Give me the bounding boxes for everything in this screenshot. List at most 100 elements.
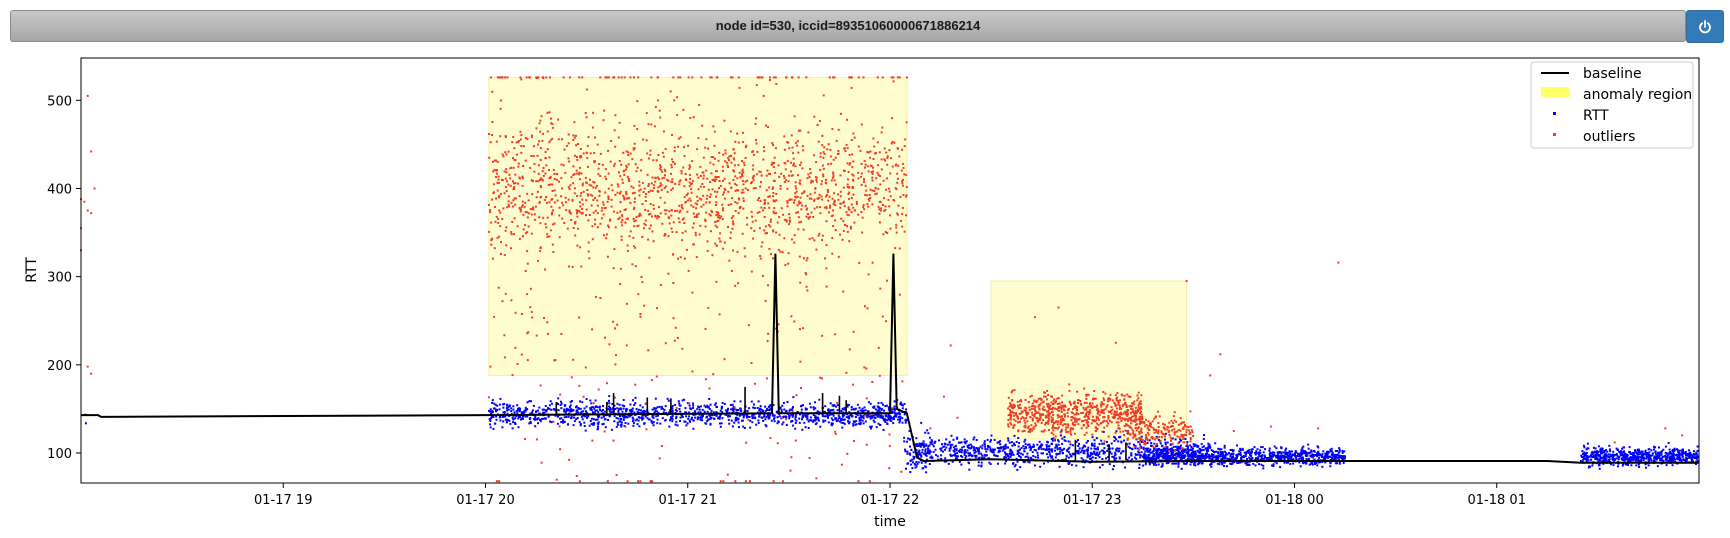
rtt-point <box>1654 451 1657 454</box>
rtt-point <box>1015 457 1018 460</box>
rtt-point <box>492 410 494 413</box>
outlier-point <box>597 167 600 170</box>
outlier-point <box>869 164 872 167</box>
rtt-point <box>1685 459 1688 462</box>
rtt-point <box>969 452 972 455</box>
rtt-point <box>846 405 849 408</box>
rtt-point <box>838 417 841 420</box>
rtt-point <box>660 407 663 410</box>
outlier-point <box>542 174 545 177</box>
rtt-point <box>749 426 752 429</box>
rtt-point <box>1016 468 1019 471</box>
outlier-point <box>704 218 707 221</box>
outlier-point <box>819 212 822 215</box>
outlier-point <box>710 172 713 175</box>
outlier-point <box>868 199 871 202</box>
rtt-point <box>1007 457 1010 460</box>
rtt-point <box>969 453 972 456</box>
rtt-point <box>1695 451 1698 454</box>
rtt-point <box>1336 456 1339 459</box>
rtt-point <box>1047 460 1049 463</box>
outlier-point <box>678 180 681 183</box>
rtt-point <box>1202 457 1204 460</box>
outlier-point <box>662 130 665 133</box>
rtt-point <box>827 421 830 424</box>
rtt-point <box>1262 464 1265 467</box>
outlier-point <box>579 178 581 181</box>
rtt-point <box>1310 450 1313 453</box>
rtt-point <box>1635 464 1638 467</box>
rtt-point <box>656 422 659 425</box>
rtt-point <box>699 411 702 414</box>
outlier-point <box>613 162 616 165</box>
outlier-point <box>530 213 533 216</box>
outlier-point <box>767 195 770 198</box>
power-button[interactable] <box>1686 10 1724 43</box>
rtt-point <box>1664 457 1667 460</box>
rtt-point <box>1165 462 1168 465</box>
rtt-point <box>641 418 644 421</box>
rtt-point <box>732 411 735 413</box>
rtt-point <box>488 409 490 412</box>
rtt-point <box>652 421 655 424</box>
rtt-point <box>942 450 944 453</box>
rtt-point <box>679 410 682 413</box>
outlier-point <box>605 178 608 180</box>
rtt-point <box>981 447 984 450</box>
rtt-point <box>1597 451 1600 453</box>
rtt-point <box>1620 453 1623 456</box>
outlier-point <box>535 127 538 130</box>
rtt-point <box>806 415 809 418</box>
rtt-point <box>1156 448 1159 451</box>
rtt-point <box>938 439 940 442</box>
outlier-point <box>715 214 718 217</box>
outlier-point <box>808 197 811 200</box>
rtt-point <box>1275 455 1278 458</box>
rtt-point <box>1070 455 1072 458</box>
outlier-point <box>905 121 908 124</box>
rtt-point <box>627 422 630 425</box>
rtt-point <box>1659 451 1662 454</box>
rtt-point <box>1047 448 1050 451</box>
rtt-point <box>1072 452 1075 455</box>
outlier-point <box>759 200 762 202</box>
rtt-point <box>817 419 820 421</box>
outlier-point <box>713 180 716 183</box>
rtt-point <box>1182 450 1185 452</box>
outlier-point <box>900 219 902 222</box>
rtt-point <box>1027 456 1030 459</box>
outlier-point <box>793 199 796 202</box>
rtt-point <box>524 406 527 409</box>
outlier-point <box>557 138 560 141</box>
rtt-point <box>1692 456 1695 459</box>
outlier-point <box>796 144 799 147</box>
outlier-point <box>898 247 901 250</box>
rtt-point <box>1048 451 1051 454</box>
outlier-point <box>649 224 652 227</box>
outlier-point <box>501 217 504 220</box>
outlier-point <box>652 204 655 207</box>
outlier-point <box>849 225 852 228</box>
outlier-point <box>658 167 661 170</box>
rtt-point <box>978 456 981 459</box>
rtt-point <box>977 461 980 464</box>
rtt-point <box>1636 455 1639 458</box>
outlier-point <box>860 183 863 186</box>
outlier-point <box>526 231 529 234</box>
rtt-point <box>671 420 674 423</box>
outlier-point <box>787 262 790 265</box>
outlier-point <box>649 149 652 152</box>
rtt-point <box>1155 449 1157 452</box>
rtt-point <box>1228 452 1231 454</box>
outlier-point <box>633 142 636 145</box>
rtt-point <box>1246 458 1248 460</box>
outlier-point <box>577 227 579 230</box>
rtt-point <box>576 409 579 412</box>
outlier-point <box>590 184 593 187</box>
outlier-point <box>759 170 762 173</box>
rtt-point <box>1633 457 1636 460</box>
rtt-point <box>1055 443 1058 446</box>
rtt-point <box>1587 466 1590 469</box>
rtt-point <box>517 426 520 429</box>
outlier-point <box>519 130 522 133</box>
